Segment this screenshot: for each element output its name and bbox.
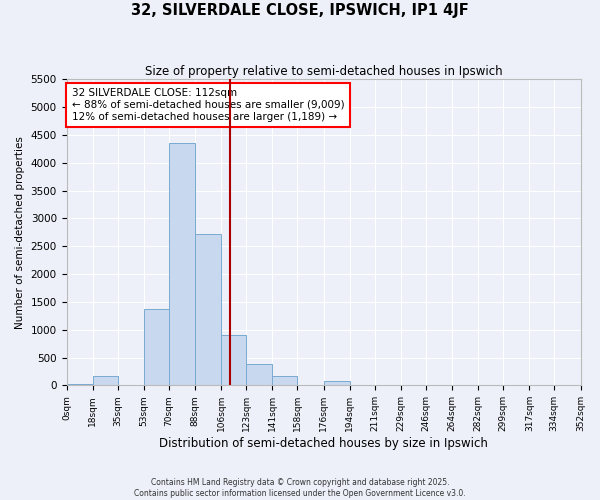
Bar (246, 364, 272, 386)
Bar (144, 308, 169, 386)
Bar (195, 234, 221, 386)
Text: 32, SILVERDALE CLOSE, IPSWICH, IP1 4JF: 32, SILVERDALE CLOSE, IPSWICH, IP1 4JF (131, 2, 469, 18)
Y-axis label: Number of semi-detached properties: Number of semi-detached properties (15, 136, 25, 328)
Text: Contains HM Land Registry data © Crown copyright and database right 2025.
Contai: Contains HM Land Registry data © Crown c… (134, 478, 466, 498)
Bar (323, 381, 350, 386)
Bar (221, 335, 246, 386)
Text: 32 SILVERDALE CLOSE: 112sqm
← 88% of semi-detached houses are smaller (9,009)
12: 32 SILVERDALE CLOSE: 112sqm ← 88% of sem… (71, 88, 344, 122)
Bar (272, 376, 297, 386)
Bar (93, 376, 118, 386)
Bar (67, 384, 93, 386)
Bar (169, 143, 195, 386)
X-axis label: Distribution of semi-detached houses by size in Ipswich: Distribution of semi-detached houses by … (159, 437, 488, 450)
Title: Size of property relative to semi-detached houses in Ipswich: Size of property relative to semi-detach… (145, 65, 502, 78)
